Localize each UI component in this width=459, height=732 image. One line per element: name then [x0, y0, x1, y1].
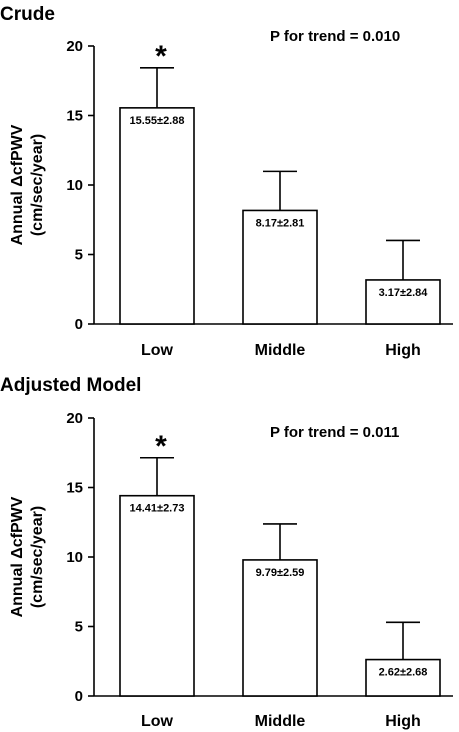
- p-trend-annotation: P for trend = 0.010: [270, 28, 400, 45]
- y-axis-label-line1: Annual ΔcfPWV: [9, 496, 26, 617]
- plot-area: 0 5 10 15 20 15.55±2.88 * Low 8.17±2.81 Middle 3.1…: [66, 38, 453, 359]
- bar-middle: [242, 559, 318, 697]
- y-axis-label-line2: (cm/sec/year): [29, 506, 46, 608]
- y-tick-label: 5: [75, 247, 83, 264]
- data-label: 9.79±2.59: [256, 567, 305, 579]
- y-tick-label: 0: [75, 688, 83, 705]
- y-tick-label: 0: [75, 316, 83, 333]
- bar-low: [119, 107, 195, 325]
- p-trend-annotation: P for trend = 0.011: [270, 424, 399, 441]
- data-label: 3.17±2.84: [379, 287, 429, 299]
- x-tick-label: Low: [141, 713, 174, 730]
- bar-middle: [242, 209, 318, 325]
- chart-title: Crude: [0, 4, 55, 25]
- chart-title: Adjusted Model: [0, 375, 141, 396]
- bar-low: [119, 494, 195, 697]
- y-tick-label: 10: [66, 549, 83, 566]
- y-tick-label: 15: [66, 108, 83, 125]
- data-label: 15.55±2.88: [130, 115, 185, 127]
- y-tick-label: 5: [75, 619, 83, 636]
- x-tick-label: High: [385, 342, 421, 359]
- panel-adjusted-model: Adjusted Model P for trend = 0.011 Annua…: [0, 375, 453, 730]
- y-axis-label-line1: Annual ΔcfPWV: [9, 124, 26, 245]
- significance-asterisk: *: [155, 430, 167, 463]
- bar-high: [365, 279, 441, 325]
- y-tick-label: 20: [66, 38, 83, 55]
- plot-area: 0 5 10 15 20 14.41±2.73 * Low 9.79±2.59 Middle 2.6…: [66, 410, 453, 730]
- x-tick-label: Middle: [255, 342, 306, 359]
- x-tick-label: High: [385, 713, 421, 730]
- data-label: 14.41±2.73: [130, 503, 185, 515]
- bar-high: [365, 658, 441, 697]
- data-label: 8.17±2.81: [256, 217, 305, 229]
- y-tick-label: 10: [66, 177, 83, 194]
- y-axis-label-line2: (cm/sec/year): [29, 134, 46, 236]
- y-tick-label: 20: [66, 410, 83, 427]
- significance-asterisk: *: [155, 40, 167, 73]
- x-tick-label: Low: [141, 342, 174, 359]
- panel-crude: Crude P for trend = 0.010 Annual ΔcfPWV …: [0, 4, 453, 359]
- x-tick-label: Middle: [255, 713, 306, 730]
- y-tick-label: 15: [66, 480, 83, 497]
- data-label: 2.62±2.68: [379, 667, 428, 679]
